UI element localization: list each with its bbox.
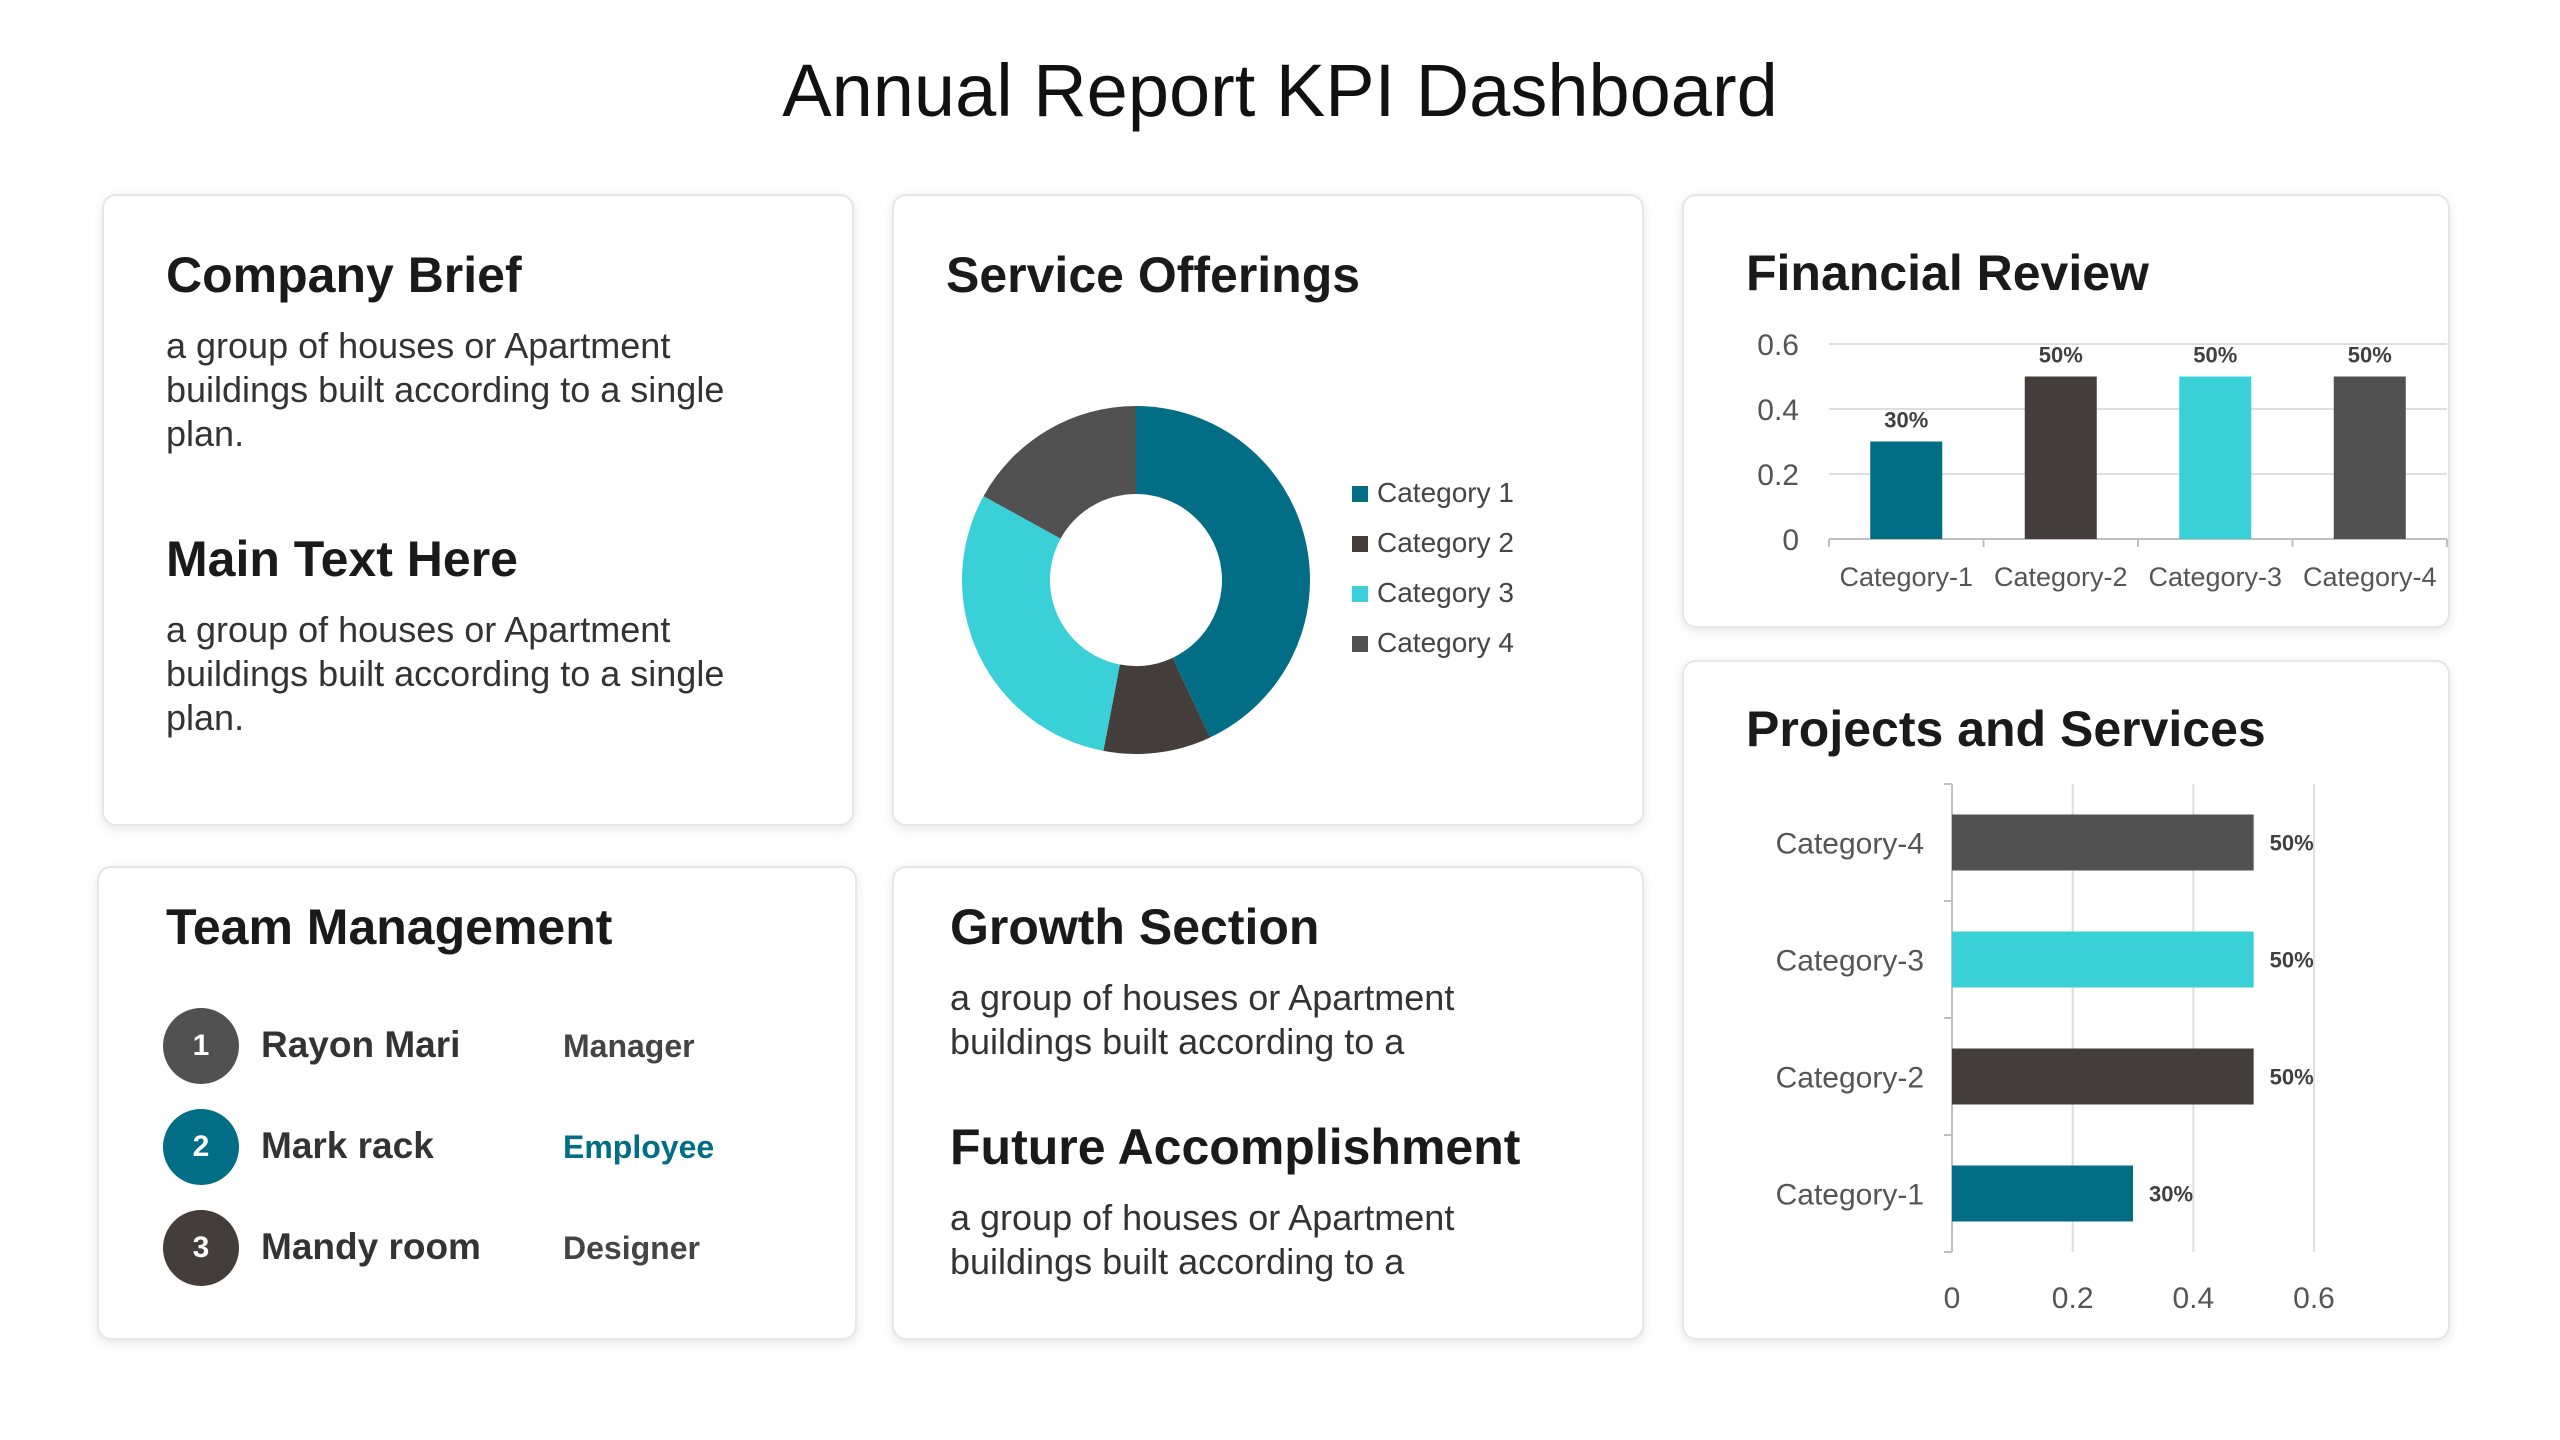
- y-tick-label: 0.4: [1757, 394, 1799, 427]
- y-tick-label: Category-3: [1776, 945, 1924, 978]
- y-tick-label: 0.2: [1757, 459, 1799, 492]
- legend-label: Category 4: [1377, 627, 1514, 658]
- member-role: Designer: [563, 1230, 700, 1266]
- donut-slice: [1103, 657, 1211, 754]
- legend-swatch: [1352, 486, 1368, 502]
- data-label: 50%: [2348, 343, 2392, 368]
- member-number-badge: 2: [163, 1109, 239, 1185]
- member-role: Manager: [563, 1028, 695, 1064]
- member-number-badge: 1: [163, 1008, 239, 1084]
- legend-swatch: [1352, 536, 1368, 552]
- member-role: Employee: [563, 1129, 715, 1165]
- data-label: 50%: [2270, 948, 2314, 973]
- financial-review-card: Financial Review 0 0.2 0.4 0.6 30% Category-1…: [1682, 194, 2450, 628]
- bar: [2333, 376, 2406, 539]
- main-text-heading: Main Text Here: [166, 531, 518, 587]
- team-member: 3 Mandy room Designer: [163, 1210, 803, 1286]
- team-heading: Team Management: [166, 899, 613, 955]
- legend-swatch: [1352, 636, 1368, 652]
- member-number-badge: 3: [163, 1210, 239, 1286]
- projects-services-heading: Projects and Services: [1746, 701, 2266, 757]
- service-offerings-heading: Service Offerings: [946, 247, 1361, 303]
- team-member: 2 Mark rack Employee: [163, 1109, 803, 1185]
- x-tick-label: 0: [1944, 1282, 1961, 1315]
- donut-slice: [983, 406, 1136, 539]
- y-tick-label: 0: [1782, 524, 1799, 557]
- company-brief-text: a group of houses or Apartment buildings…: [166, 325, 725, 454]
- data-label: 50%: [2270, 831, 2314, 856]
- legend-label: Category 3: [1377, 577, 1514, 608]
- donut-slice: [1136, 406, 1310, 738]
- future-accomplishment-text: a group of houses or Apartment buildings…: [950, 1197, 1455, 1282]
- financial-review-heading: Financial Review: [1746, 245, 2149, 301]
- legend-label: Category 1: [1377, 477, 1514, 508]
- growth-text: a group of houses or Apartment buildings…: [950, 977, 1455, 1062]
- bar: [1952, 1165, 2133, 1222]
- member-name: Mark rack: [261, 1125, 434, 1166]
- main-text-body: a group of houses or Apartment buildings…: [166, 609, 725, 738]
- future-accomplishment-heading: Future Accomplishment: [950, 1119, 1521, 1175]
- x-tick-label: Category-2: [1994, 562, 2128, 592]
- data-label: 50%: [2039, 343, 2083, 368]
- data-label: 30%: [2149, 1182, 2193, 1207]
- x-tick-label: Category-1: [1839, 562, 1973, 592]
- x-tick-label: 0.6: [2293, 1282, 2335, 1315]
- member-name: Mandy room: [261, 1226, 481, 1267]
- bar: [1952, 931, 2254, 988]
- data-label: 50%: [2270, 1065, 2314, 1090]
- y-tick-label: 0.6: [1757, 329, 1799, 362]
- service-offerings-card: Service Offerings Category 1 Category 2 Ca…: [892, 194, 1644, 826]
- y-tick-label: Category-4: [1776, 828, 1924, 861]
- x-tick-label: Category-4: [2303, 562, 2437, 592]
- bar: [1870, 441, 1943, 539]
- bar: [1952, 1048, 2254, 1105]
- x-tick-label: 0.2: [2052, 1282, 2094, 1315]
- legend-label: Category 2: [1377, 527, 1514, 558]
- bar: [2179, 376, 2252, 539]
- column-chart: 0 0.2 0.4 0.6 30% Category-1 50% Category-2 50% C…: [1757, 329, 2448, 592]
- legend-swatch: [1352, 586, 1368, 602]
- data-label: 30%: [1884, 408, 1928, 433]
- x-tick-label: 0.4: [2172, 1282, 2214, 1315]
- team-management-card: Team Management 1 Rayon Mari Manager 2 M…: [97, 866, 857, 1340]
- growth-heading: Growth Section: [950, 899, 1320, 955]
- team-member: 1 Rayon Mari Manager: [163, 1008, 803, 1084]
- horizontal-bar-chart: 0 0.2 0.4 0.6 30% Category-1 50% Category-2 50% C…: [1776, 783, 2335, 1315]
- member-name: Rayon Mari: [261, 1024, 461, 1065]
- bar: [2024, 376, 2097, 539]
- company-brief-heading: Company Brief: [166, 247, 522, 303]
- donut-slice: [962, 496, 1120, 751]
- projects-services-card: Projects and Services 0 0.2 0.4 0.6 30% Categ…: [1682, 660, 2450, 1340]
- donut-chart: Category 1 Category 2 Category 3 Category 4: [962, 406, 1514, 754]
- page-title: Annual Report KPI Dashboard: [782, 49, 1778, 132]
- y-tick-label: Category-2: [1776, 1062, 1924, 1095]
- y-tick-label: Category-1: [1776, 1179, 1924, 1212]
- bar: [1952, 814, 2254, 871]
- x-tick-label: Category-3: [2148, 562, 2282, 592]
- growth-section-card: Growth Section a group of houses or Apar…: [892, 866, 1644, 1340]
- company-brief-card: Company Brief a group of houses or Apart…: [102, 194, 854, 826]
- data-label: 50%: [2193, 343, 2237, 368]
